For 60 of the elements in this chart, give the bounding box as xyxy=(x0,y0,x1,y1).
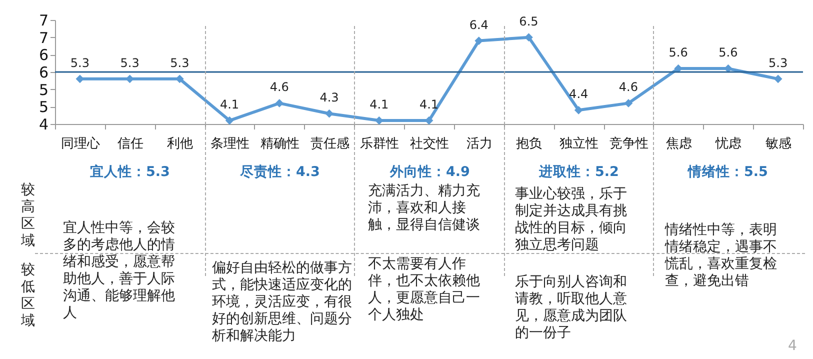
x-tick-label: 活力 xyxy=(466,136,492,152)
data-label: 4.1 xyxy=(220,98,240,112)
text: 4 xyxy=(788,338,797,355)
x-tick-label: 抱负 xyxy=(516,136,542,152)
text: 不太需要有人作伴，也不太依赖他人，更愿意自己一个人独处 xyxy=(368,256,481,324)
data-label: 6.5 xyxy=(519,14,538,28)
text: 尽责性：4.3 xyxy=(239,164,321,181)
y-tick-label: 5 xyxy=(38,98,48,116)
data-label: 4.6 xyxy=(270,80,289,94)
x-tick-label: 精确性 xyxy=(260,136,300,152)
data-label: 4.1 xyxy=(370,98,389,112)
text: 情绪性中等，表明情绪稳定，遇事不慌乱，喜欢重复检查，避免出错 xyxy=(665,222,778,290)
data-label: 4.4 xyxy=(569,87,588,102)
data-label: 4.3 xyxy=(320,90,339,105)
data-label: 5.3 xyxy=(120,56,140,70)
text: 进取性：5.2 xyxy=(538,164,620,181)
data-label: 4.1 xyxy=(419,98,439,112)
y-tick-label: 7 xyxy=(38,12,48,30)
y-tick-label: 6 xyxy=(38,64,48,82)
text: 情绪性：5.5 xyxy=(686,164,769,181)
data-label: 5.3 xyxy=(70,56,90,70)
point xyxy=(275,99,284,108)
text: 乐于向别人咨询和请教，听取他人意见，愿意成为团队的一份子 xyxy=(515,274,628,342)
point xyxy=(574,106,583,114)
text: 偏好自由轻松的做事方式，能快速适应变化的环境，灵活应变，有很好的创新思维、问题分析和解决能力 xyxy=(212,260,352,345)
x-tick-label: 责任感 xyxy=(310,136,350,152)
x-tick-label: 独立性 xyxy=(560,136,599,152)
x-tick-label: 信任 xyxy=(117,136,144,152)
x-tick-label: 利他 xyxy=(167,136,194,152)
point xyxy=(524,33,533,42)
point xyxy=(624,99,633,108)
x-tick-label: 社交性 xyxy=(410,136,449,152)
x-tick-label: 敏感 xyxy=(766,136,792,152)
point xyxy=(325,109,334,118)
point xyxy=(774,74,782,84)
text: 较低区域 xyxy=(20,262,36,330)
text: 外向性：4.9 xyxy=(388,164,471,181)
data-label: 5.6 xyxy=(668,46,688,60)
text: 宜人性：5.3 xyxy=(89,164,171,181)
x-tick-label: 忧虑 xyxy=(714,136,742,152)
y-tick-label: 5 xyxy=(38,80,48,99)
data-label: 5.6 xyxy=(718,46,738,60)
x-tick-label: 乐群性 xyxy=(360,136,400,152)
x-tick-label: 条理性 xyxy=(210,136,250,152)
y-tick-label: 7 xyxy=(38,28,48,47)
data-label: 4.6 xyxy=(618,80,638,94)
data-label: 6.4 xyxy=(469,18,488,32)
data-label: 5.3 xyxy=(768,56,788,70)
x-tick-label: 竞争性 xyxy=(609,136,648,152)
y-tick-label: 6 xyxy=(38,46,48,64)
y-tick-label: 4 xyxy=(38,116,48,134)
point xyxy=(225,116,234,125)
text: 宜人性中等，会较多的考虑他人的情绪和感受，愿意帮助他人，善于人际沟通、能够理解他人 xyxy=(63,220,176,322)
text: 事业心较强，乐于制定并达成具有挑战性的目标，倾向独立思考问题 xyxy=(515,186,628,254)
text: 充满活力、精力充沛，喜欢和人接触，显得自信健谈 xyxy=(368,183,481,234)
data-label: 5.3 xyxy=(170,56,190,70)
x-tick-label: 焦虑 xyxy=(666,136,692,152)
x-tick-label: 同理心 xyxy=(60,136,100,152)
text: 较高区域 xyxy=(20,182,36,250)
point xyxy=(126,74,134,84)
